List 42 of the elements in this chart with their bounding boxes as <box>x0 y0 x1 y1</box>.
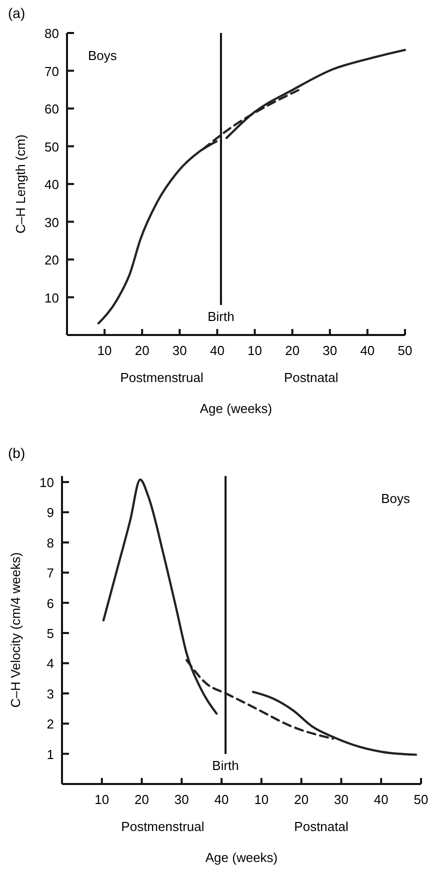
x-axis-title: Age (weeks) <box>200 401 272 416</box>
text: Postmenstrual <box>120 370 204 385</box>
y-tick-label: 2 <box>46 716 54 732</box>
text: Postmenstrual <box>121 819 204 834</box>
y-axis-title: C–H Velocity (cm/4 weeks) <box>8 552 23 708</box>
ref-line-label: Birth <box>212 758 239 773</box>
x2-tick-label: 50 <box>414 792 428 807</box>
x-axis-title: Age (weeks) <box>205 850 278 865</box>
ref-line-label: Birth <box>208 309 234 324</box>
chart-title: (b) <box>8 445 26 461</box>
y-tick-label: 5 <box>46 626 54 642</box>
annotation: Boys <box>88 48 118 63</box>
x-tick-label: 40 <box>210 343 224 358</box>
y-axis-title: C–H Length (cm) <box>13 134 28 234</box>
y-tick-label: 30 <box>44 214 59 230</box>
y-tick-label: 50 <box>44 139 59 154</box>
y-tick-label: 3 <box>46 686 54 702</box>
y-tick-label: 80 <box>44 26 59 41</box>
x-tick-label: 40 <box>214 792 229 807</box>
y-tick-label: 6 <box>46 596 54 611</box>
chart-title: (a) <box>8 5 26 21</box>
annotation: Boys <box>381 491 410 506</box>
y-tick-label: 4 <box>46 656 54 672</box>
y-tick-label: 60 <box>44 102 59 116</box>
y-tick-label: 20 <box>44 252 59 268</box>
y-tick-label: 1 <box>46 746 54 762</box>
y-tick-label: 10 <box>40 475 54 490</box>
x-tick-label: 10 <box>94 792 110 807</box>
text: Postnatal <box>294 819 348 834</box>
x-tick-label: 30 <box>172 343 187 358</box>
x-tick-label: 10 <box>97 343 112 358</box>
x-tick-label: 20 <box>134 792 150 807</box>
y-tick-label: 7 <box>46 566 54 581</box>
x-tick-label: 30 <box>174 792 189 807</box>
y-tick-label: 10 <box>44 290 59 306</box>
y-tick-label: 40 <box>44 177 59 192</box>
y-tick-label: 70 <box>44 64 59 79</box>
y-tick-label: 8 <box>46 535 54 550</box>
text: Postnatal <box>284 370 338 385</box>
x2-tick-label: 50 <box>398 343 412 358</box>
x-tick-label: 20 <box>134 343 150 358</box>
y-tick-label: 9 <box>46 505 54 520</box>
